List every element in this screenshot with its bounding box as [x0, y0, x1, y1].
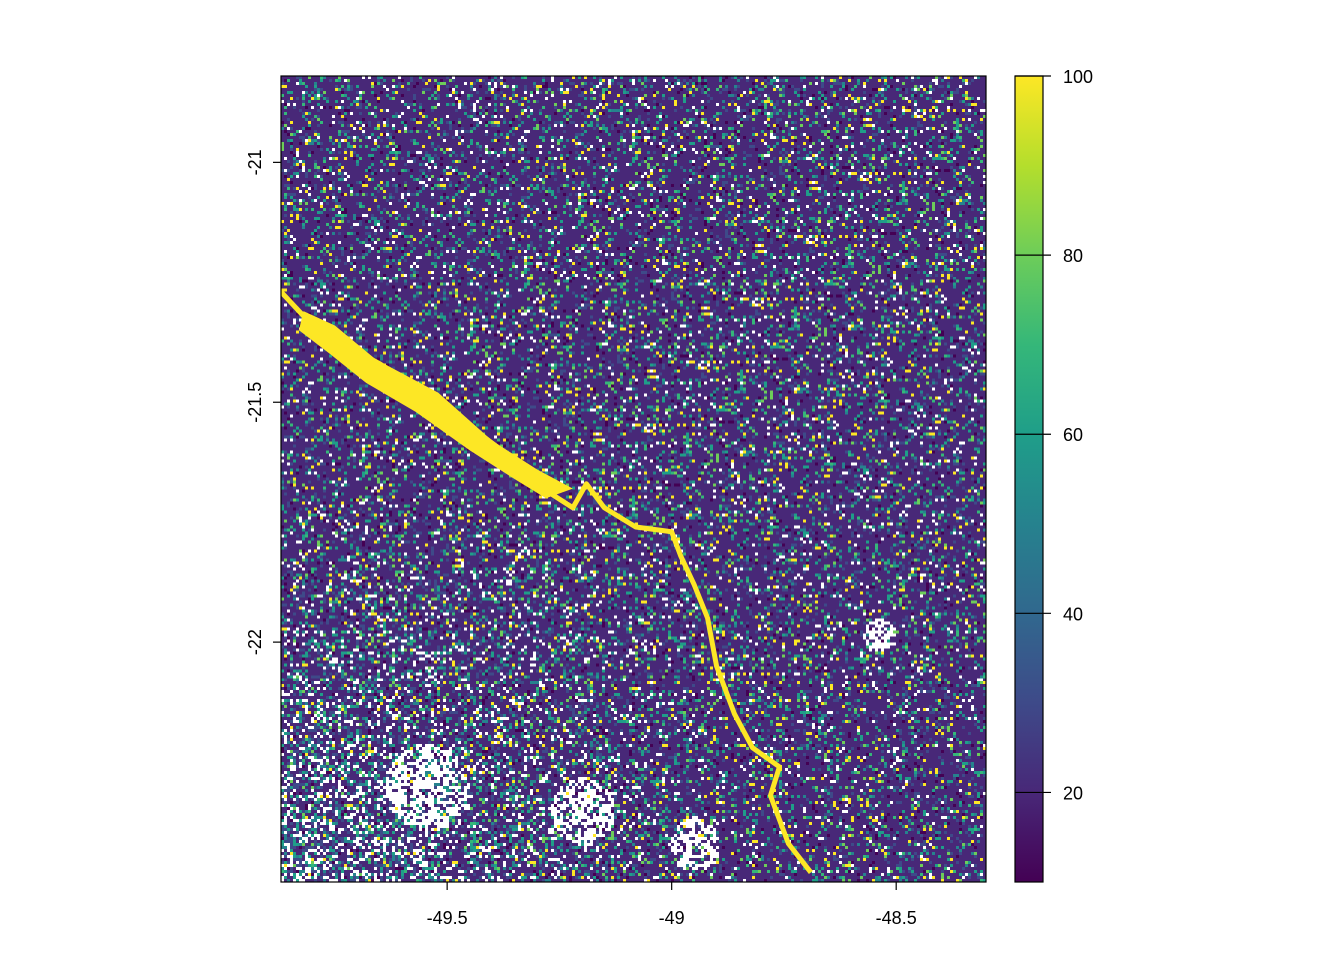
y-tick-label: -21.5	[245, 382, 265, 423]
y-axis: -21 -21.5 -22	[245, 149, 281, 655]
x-tick-label: -48.5	[876, 908, 917, 928]
colorbar-gradient	[1015, 76, 1043, 882]
x-tick-label: -49.5	[427, 908, 468, 928]
river	[281, 290, 813, 874]
colorbar-tick-label: 20	[1063, 783, 1083, 803]
y-tick-label: -22	[245, 629, 265, 655]
colorbar-tick-label: 60	[1063, 425, 1083, 445]
colorbar-tick-label: 40	[1063, 604, 1083, 624]
y-tick-label: -21	[245, 149, 265, 175]
colorbar-tick-label: 80	[1063, 246, 1083, 266]
x-axis: -49.5 -49 -48.5	[427, 882, 917, 928]
x-tick-label: -49	[659, 908, 685, 928]
map-frame	[280, 75, 987, 883]
colorbar-legend: 20 40 60 80 100	[1014, 67, 1093, 883]
raster-image	[281, 76, 986, 882]
map-panel	[280, 75, 987, 883]
colorbar-tick-label: 100	[1063, 67, 1093, 87]
